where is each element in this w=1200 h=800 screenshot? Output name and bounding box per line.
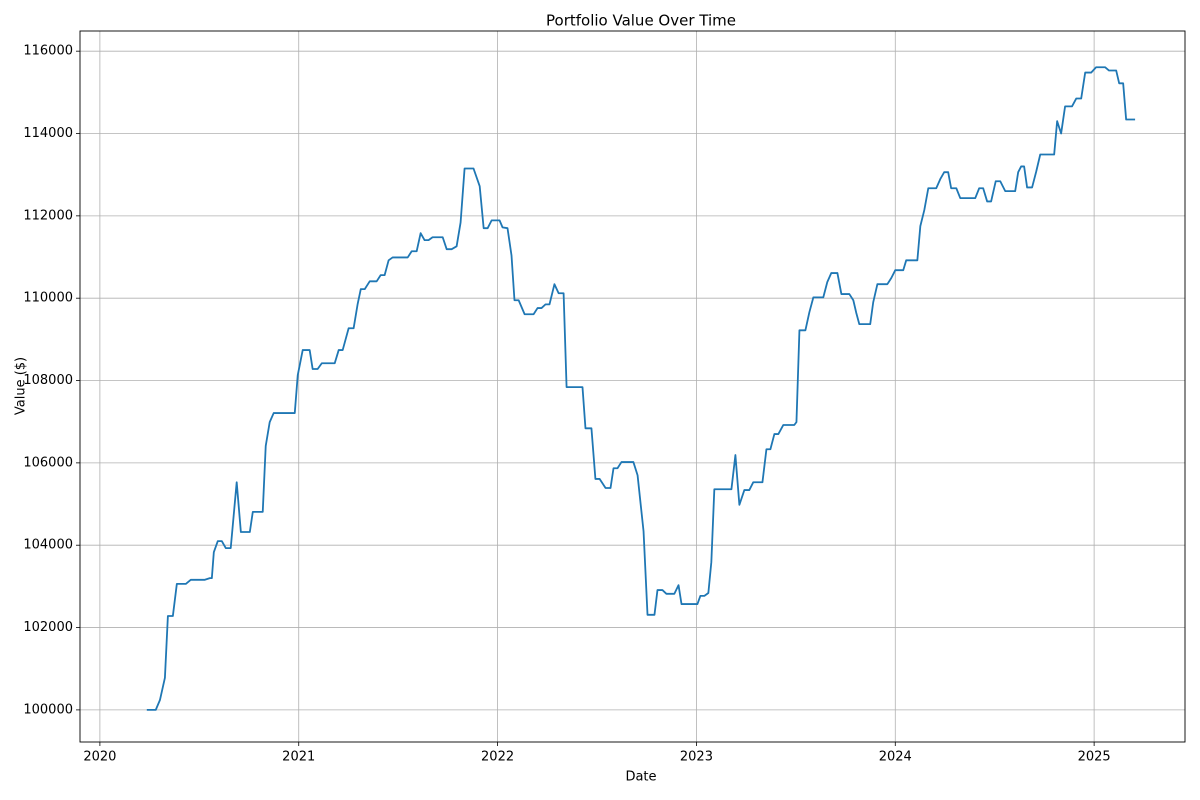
y-tick-label: 106000 [23,455,73,470]
y-tick-label: 108000 [23,373,73,388]
y-tick-label: 102000 [23,620,73,635]
y-tick-label: 100000 [23,702,73,717]
x-tick-label: 2020 [83,750,116,765]
chart-title: Portfolio Value Over Time [546,12,736,30]
x-tick-label: 2023 [680,750,713,765]
x-tick-label: 2024 [879,750,912,765]
x-tick-label: 2021 [282,750,315,765]
x-tick-label: 2025 [1078,750,1111,765]
plot-frame [79,30,1186,743]
y-tick-label: 110000 [23,291,73,306]
x-axis-label: Date [625,770,656,785]
y-tick-label: 104000 [23,538,73,553]
data-line [146,66,1136,711]
y-tick-label: 112000 [23,208,73,223]
y-tick-label: 116000 [23,44,73,59]
y-axis-label: Value ($) [14,357,29,415]
y-tick-label: 114000 [23,126,73,141]
x-tick-label: 2022 [481,750,514,765]
